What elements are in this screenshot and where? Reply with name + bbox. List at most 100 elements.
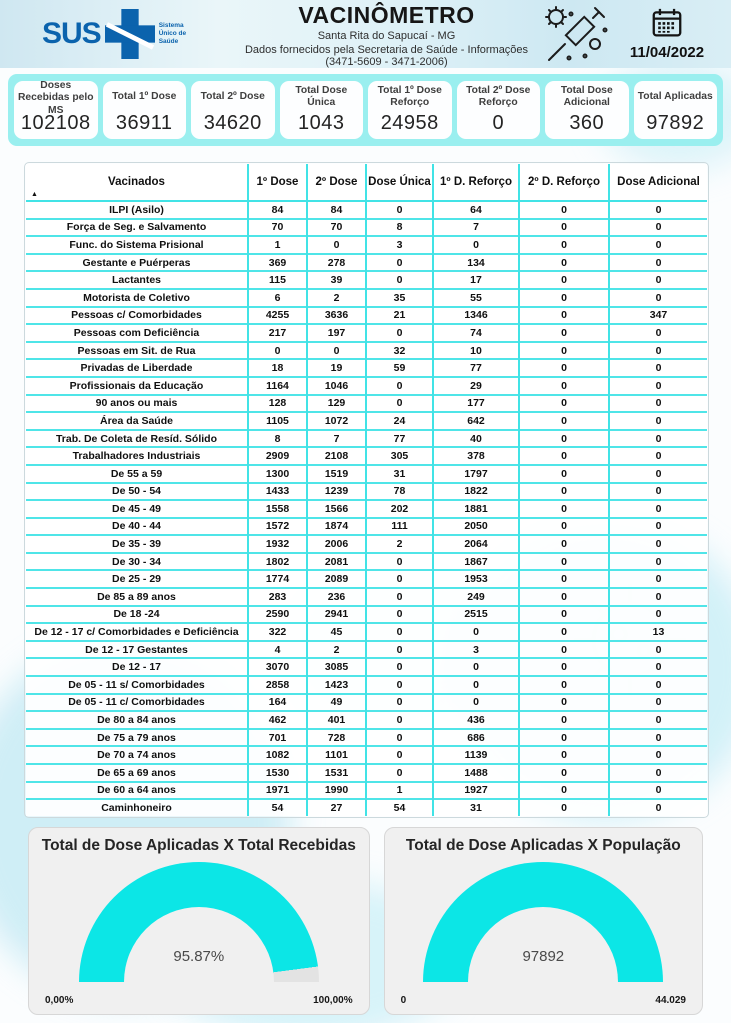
- row-value-cell: 0: [518, 588, 609, 606]
- kpi-label: Total 2º Dose Reforço: [466, 85, 531, 109]
- row-group-label: Pessoas c/ Comorbidades: [26, 306, 248, 325]
- table-row[interactable]: Área da Saúde 1105 1072 24 642 0 0: [26, 412, 707, 430]
- row-value-cell: 1: [247, 236, 307, 254]
- gauge-aplicadas-x-populacao[interactable]: Total de Dose Aplicadas X População 9789…: [383, 826, 703, 1015]
- column-header-2-d-reforco[interactable]: 2º D. Reforço: [518, 164, 609, 201]
- table-row[interactable]: De 45 - 49 1558 1566 202 1881 0 0: [26, 500, 707, 518]
- row-value-cell: 1797: [432, 464, 519, 483]
- table-row[interactable]: Privadas de Liberdade 18 19 59 77 0 0: [26, 359, 707, 377]
- date-box: 11/04/2022: [613, 8, 731, 61]
- column-header-dose-adicional[interactable]: Dose Adicional: [608, 164, 707, 201]
- table-row[interactable]: De 05 - 11 c/ Comorbidades 164 49 0 0 0 0: [26, 693, 707, 712]
- row-value-cell: 0: [608, 605, 707, 624]
- row-value-cell: 70: [247, 218, 307, 237]
- kpi-card[interactable]: Doses Recebidas pelo MS 102108: [14, 80, 98, 139]
- table-row[interactable]: Caminhoneiro 54 27 54 31 0 0: [26, 799, 707, 816]
- table-row[interactable]: De 65 a 69 anos 1530 1531 0 1488 0 0: [26, 764, 707, 782]
- header-info-line: Dados fornecidos pela Secretaria de Saúd…: [244, 44, 529, 68]
- kpi-card[interactable]: Total Dose Única 1043: [279, 81, 363, 139]
- table-row[interactable]: Func. do Sistema Prisional 1 0 3 0 0 0: [26, 236, 707, 254]
- gauge-min-label: 0,00%: [45, 994, 74, 1006]
- row-value-cell: 0: [365, 271, 433, 289]
- kpi-card[interactable]: Total Aplicadas 97892: [633, 81, 717, 139]
- row-value-cell: 0: [518, 500, 609, 518]
- table-row[interactable]: De 05 - 11 s/ Comorbidades 2858 1423 0 0 0 0: [26, 676, 707, 694]
- table-row[interactable]: Trabalhadores Industriais 2909 2108 305 378 0…: [26, 447, 707, 465]
- row-value-cell: 1566: [306, 500, 366, 518]
- table-row[interactable]: De 55 a 59 1300 1519 31 1797 0 0: [26, 464, 707, 483]
- table-row[interactable]: De 40 - 44 1572 1874 111 2050 0 0: [26, 517, 707, 536]
- table-row[interactable]: Força de Seg. e Salvamento 70 70 8 7 0 0: [26, 218, 707, 237]
- table-row[interactable]: Profissionais da Educação 1164 1046 0 29 0 0: [26, 376, 707, 395]
- row-value-cell: 1300: [247, 464, 307, 483]
- row-group-label: De 85 a 89 anos: [26, 588, 248, 606]
- column-header-1-dose[interactable]: 1º Dose: [247, 164, 307, 201]
- row-group-label: Func. do Sistema Prisional: [26, 236, 248, 254]
- row-value-cell: 0: [518, 324, 609, 342]
- table-row[interactable]: De 25 - 29 1774 2089 0 1953 0 0: [26, 570, 707, 589]
- row-group-label: 90 anos ou mais: [26, 394, 248, 413]
- row-value-cell: 686: [432, 728, 519, 747]
- table-row[interactable]: Lactantes 115 39 0 17 0 0: [26, 271, 707, 289]
- table-row[interactable]: 90 anos ou mais 128 129 0 177 0 0: [26, 394, 707, 413]
- column-header-1-d-reforco[interactable]: 1º D. Reforço: [432, 164, 519, 201]
- row-value-cell: 249: [432, 588, 519, 606]
- table-row[interactable]: De 18 -24 2590 2941 0 2515 0 0: [26, 605, 707, 624]
- table-row[interactable]: De 85 a 89 anos 283 236 0 249 0 0: [26, 588, 707, 606]
- table-row[interactable]: De 50 - 54 1433 1239 78 1822 0 0: [26, 482, 707, 501]
- row-value-cell: 35: [365, 288, 433, 307]
- table-row[interactable]: De 35 - 39 1932 2006 2 2064 0 0: [26, 535, 707, 553]
- table-row[interactable]: De 80 a 84 anos 462 401 0 436 0 0: [26, 711, 707, 729]
- table-row[interactable]: Motorista de Coletivo 6 2 35 55 0 0: [26, 288, 707, 307]
- sort-ascending-icon[interactable]: ▲: [31, 191, 38, 198]
- row-value-cell: 0: [608, 517, 707, 536]
- row-value-cell: 59: [365, 359, 433, 377]
- kpi-label: Total 2º Dose: [200, 90, 265, 102]
- row-value-cell: 0: [306, 341, 366, 360]
- table-row[interactable]: Pessoas c/ Comorbidades 4255 3636 21 1346 0 34…: [26, 306, 707, 325]
- row-value-cell: 2909: [247, 447, 307, 465]
- column-header-dose-unica[interactable]: Dose Única: [365, 164, 433, 201]
- row-group-label: Trab. De Coleta de Resíd. Sólido: [26, 429, 248, 448]
- row-value-cell: 0: [365, 623, 433, 641]
- table-row[interactable]: Trab. De Coleta de Resíd. Sólido 8 7 77 40 0 0: [26, 429, 707, 448]
- row-value-cell: 7: [306, 429, 366, 448]
- sus-logo-text: SUS: [42, 17, 102, 50]
- kpi-card[interactable]: Total 2º Dose 34620: [191, 81, 275, 139]
- kpi-value: 102108: [20, 112, 91, 134]
- row-group-label: De 70 a 74 anos: [26, 746, 248, 764]
- table-row[interactable]: De 70 a 74 anos 1082 1101 0 1139 0 0: [26, 746, 707, 764]
- row-value-cell: 0: [608, 464, 707, 483]
- column-header-2-dose[interactable]: 2º Dose: [306, 164, 366, 201]
- row-value-cell: 0: [518, 429, 609, 448]
- kpi-card[interactable]: Total 1º Dose Reforço 24958: [368, 81, 452, 139]
- table-row[interactable]: De 12 - 17 3070 3085 0 0 0 0: [26, 658, 707, 677]
- table-row[interactable]: De 12 - 17 Gestantes 4 2 0 3 0 0: [26, 640, 707, 659]
- row-value-cell: 0: [365, 570, 433, 589]
- table-row[interactable]: De 12 - 17 c/ Comorbidades e Deficiência…: [26, 623, 707, 641]
- row-value-cell: 0: [518, 623, 609, 641]
- kpi-value: 24958: [380, 112, 439, 134]
- table-row[interactable]: De 75 a 79 anos 701 728 0 686 0 0: [26, 728, 707, 747]
- table-row[interactable]: De 30 - 34 1802 2081 0 1867 0 0: [26, 552, 707, 571]
- kpi-card[interactable]: Total 1º Dose 36911: [102, 81, 186, 139]
- row-value-cell: 0: [518, 552, 609, 571]
- kpi-card[interactable]: Total 2º Dose Reforço 0: [456, 81, 540, 139]
- row-value-cell: 3636: [306, 306, 366, 325]
- kpi-card[interactable]: Total Dose Adicional 360: [545, 81, 629, 139]
- column-header-vacinados[interactable]: Vacinados ▲: [26, 164, 248, 201]
- table-row[interactable]: Pessoas com Deficiência 217 197 0 74 0 0: [26, 324, 707, 342]
- row-group-label: De 65 a 69 anos: [26, 764, 248, 782]
- row-value-cell: 0: [518, 394, 609, 413]
- row-value-cell: 84: [306, 201, 366, 219]
- table-row[interactable]: Gestante e Puérperas 369 278 0 134 0 0: [26, 253, 707, 272]
- row-value-cell: 1519: [306, 464, 366, 483]
- row-group-label: De 18 -24: [26, 605, 248, 624]
- row-value-cell: 54: [247, 799, 307, 816]
- table-row[interactable]: De 60 a 64 anos 1971 1990 1 1927 0 0: [26, 781, 707, 800]
- row-value-cell: 24: [365, 412, 433, 430]
- gauge-aplicadas-x-recebidas[interactable]: Total de Dose Aplicadas X Total Recebida…: [28, 826, 370, 1015]
- table-row[interactable]: ILPI (Asilo) 84 84 0 64 0 0: [26, 201, 707, 219]
- row-group-label: De 05 - 11 s/ Comorbidades: [26, 676, 248, 694]
- table-row[interactable]: Pessoas em Sit. de Rua 0 0 32 10 0 0: [26, 341, 707, 360]
